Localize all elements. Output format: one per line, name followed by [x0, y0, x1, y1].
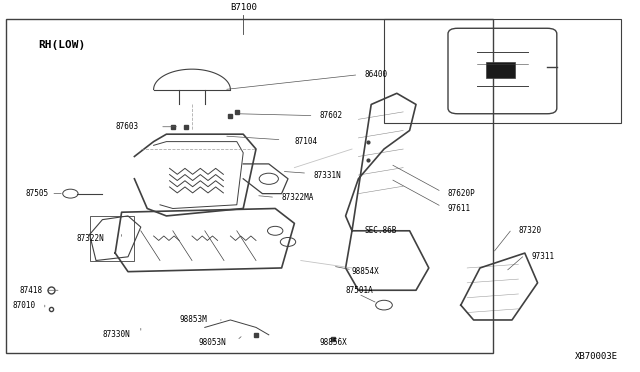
Text: 87322N: 87322N [77, 234, 104, 243]
Text: 87320: 87320 [518, 226, 541, 235]
Text: 97611: 97611 [448, 204, 471, 213]
Text: 98053N: 98053N [198, 338, 226, 347]
Text: 87505: 87505 [26, 189, 49, 198]
Text: 97311: 97311 [531, 252, 554, 261]
Text: SEC.86B: SEC.86B [365, 226, 397, 235]
Text: 87602: 87602 [320, 111, 343, 120]
Text: 98854X: 98854X [352, 267, 380, 276]
Text: 87418: 87418 [19, 286, 42, 295]
Text: 87620P: 87620P [448, 189, 476, 198]
Text: RH(LOW): RH(LOW) [38, 40, 86, 50]
Text: 98856X: 98856X [320, 338, 348, 347]
Text: 98853M: 98853M [179, 315, 207, 324]
Text: 87603: 87603 [115, 122, 138, 131]
Text: 87104: 87104 [294, 137, 317, 146]
Text: 87331N: 87331N [314, 170, 341, 180]
Text: B7100: B7100 [230, 3, 257, 12]
Text: 87010: 87010 [13, 301, 36, 310]
Text: XB70003E: XB70003E [575, 352, 618, 361]
Text: 87322MA: 87322MA [282, 193, 314, 202]
FancyBboxPatch shape [486, 62, 515, 78]
Text: 86400: 86400 [365, 70, 388, 79]
Text: 87501A: 87501A [346, 286, 373, 295]
Text: 87330N: 87330N [102, 330, 130, 339]
